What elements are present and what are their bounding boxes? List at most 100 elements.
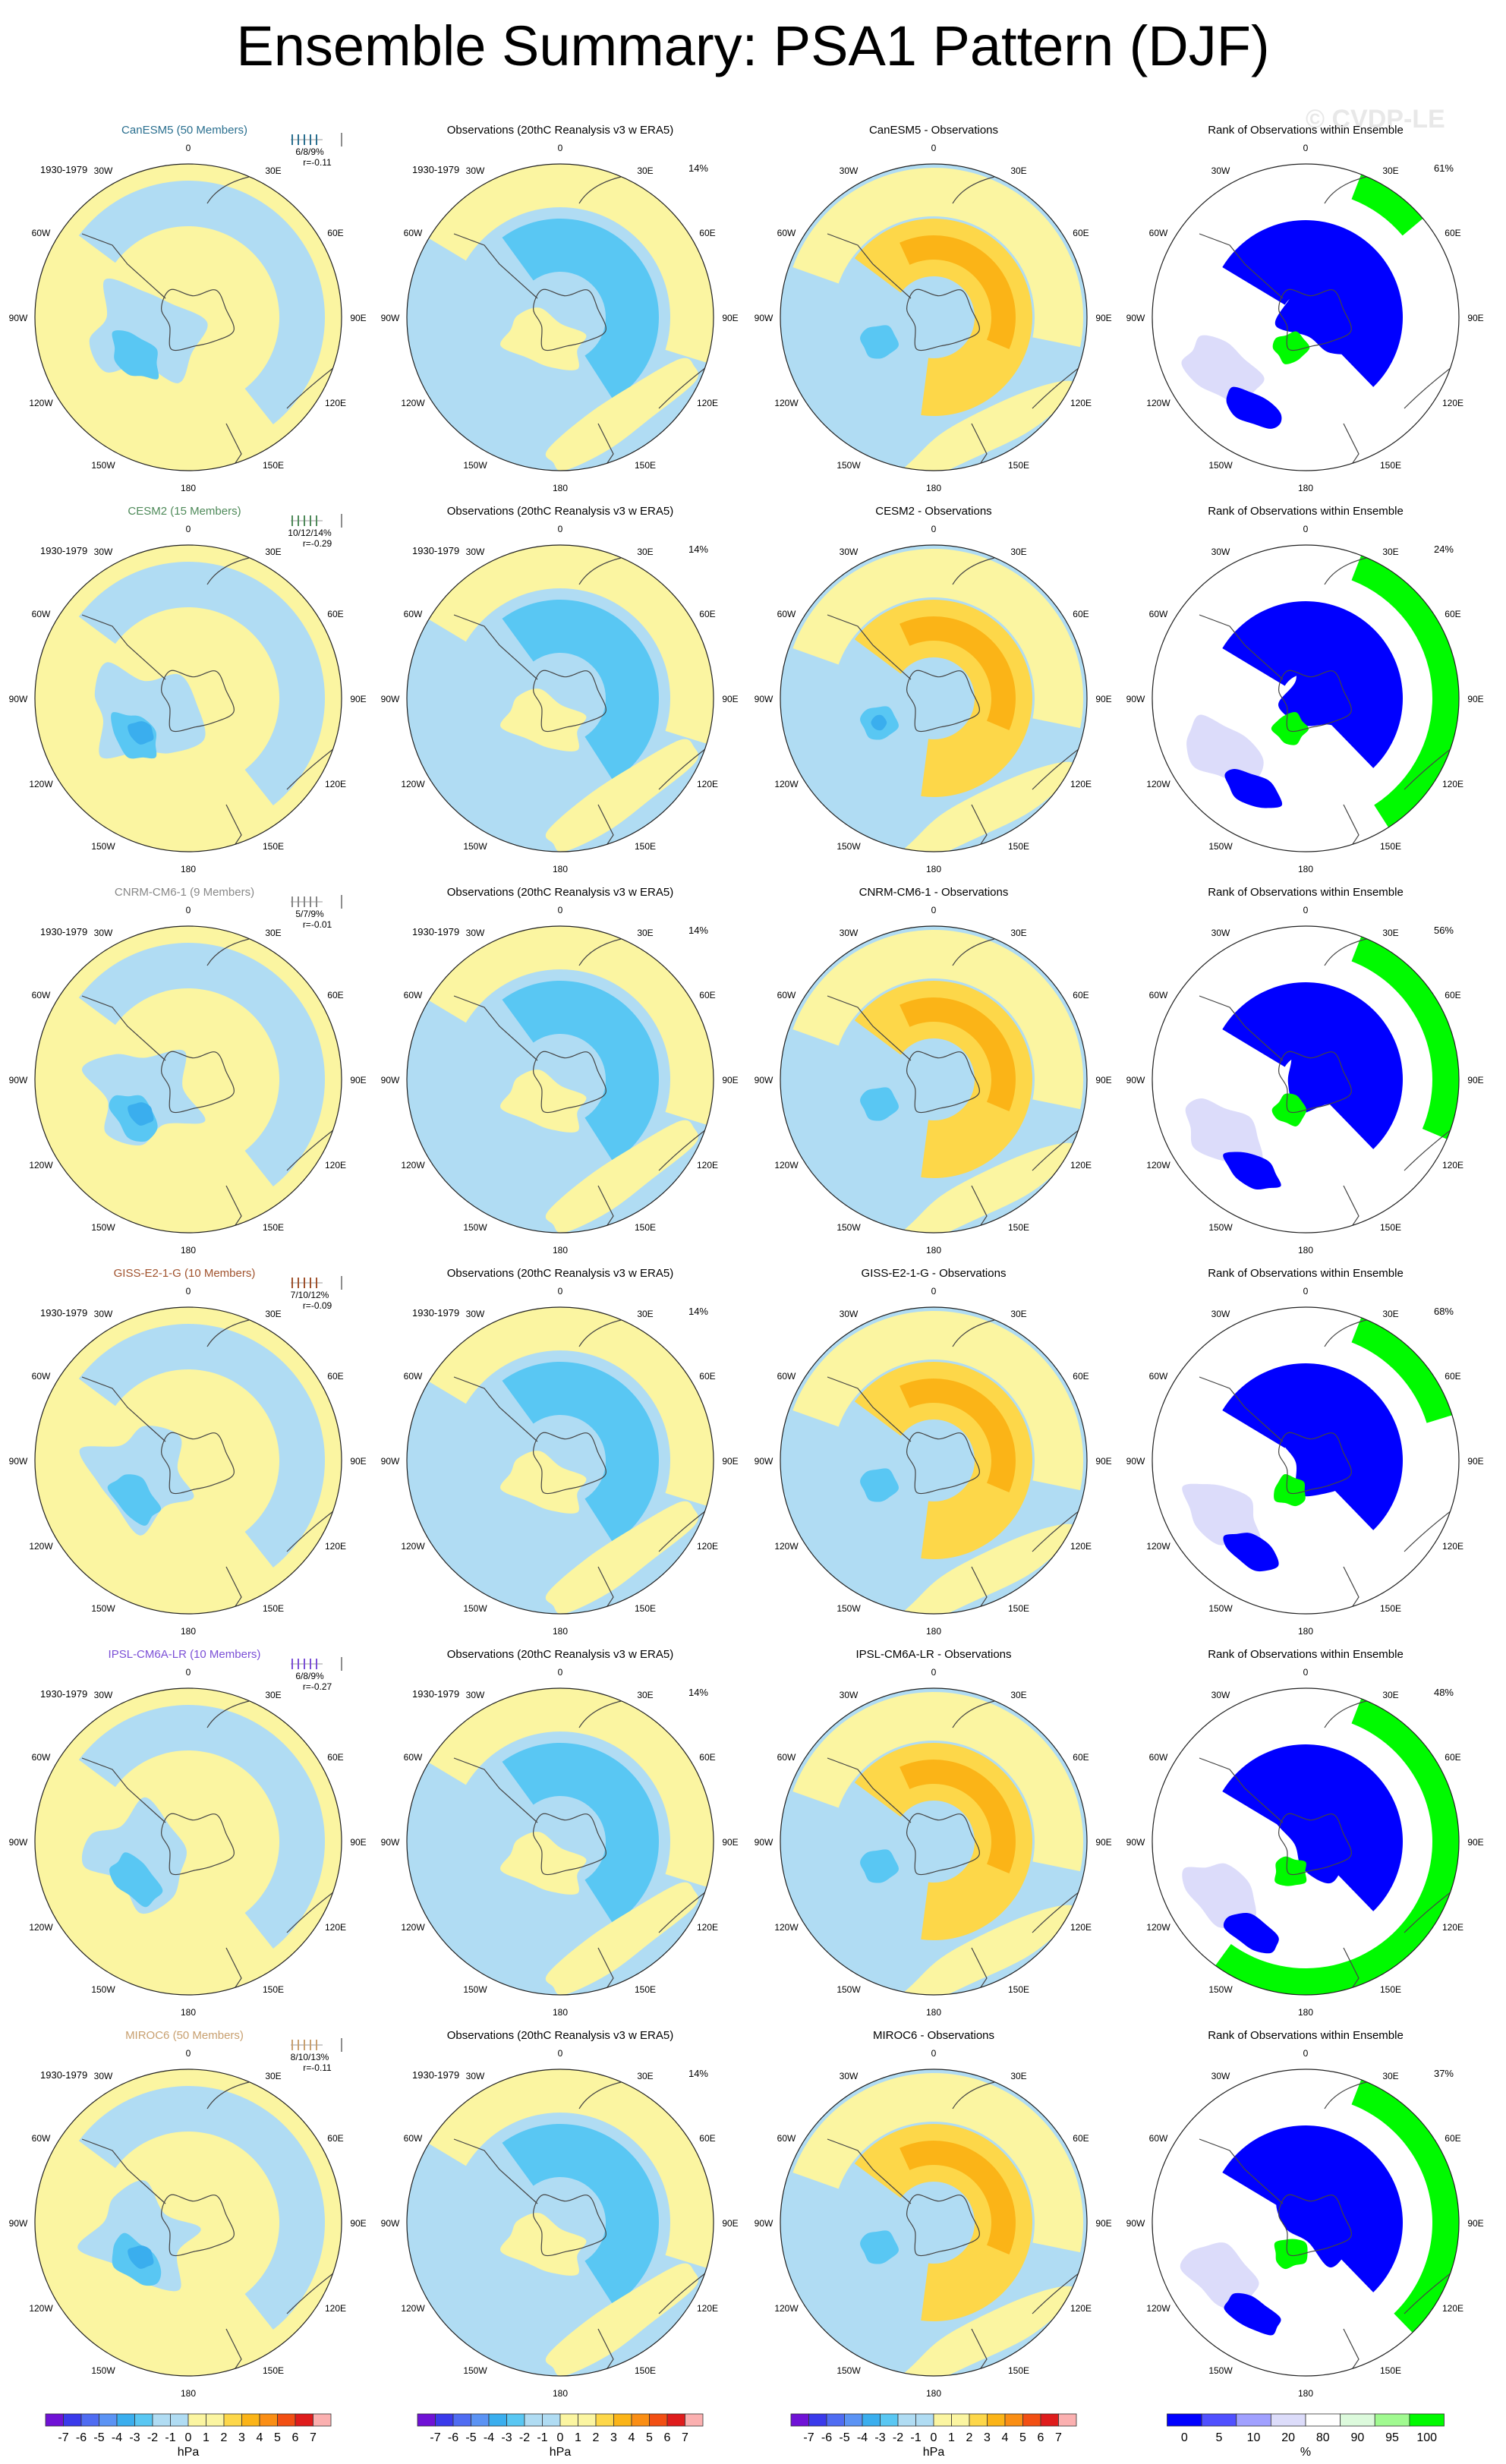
map-border (406, 163, 714, 471)
longitude-label: 90E (350, 694, 366, 704)
obs-title: Observations (20thC Reanalysis v3 w ERA5… (447, 1267, 673, 1280)
colorbar-swatch (488, 2413, 507, 2427)
longitude-label: 120E (697, 1541, 718, 1552)
rank-title: Rank of Observations within Ensemble (1208, 1267, 1404, 1280)
antarctica-coastline (906, 1813, 980, 1876)
pattern-correlation: r=-0.01 (303, 919, 332, 930)
longitude-label: 90E (1467, 1075, 1483, 1085)
south-america-coastline (1199, 233, 1284, 299)
colorbar-swatch (277, 2413, 296, 2427)
longitude-label: 180 (926, 2007, 941, 2018)
longitude-label: 90E (1095, 313, 1111, 323)
colorbar-tick-label: 4 (257, 2431, 263, 2444)
period-label: 1930-1979 (40, 926, 87, 937)
map-panel-obs: 0 30E 60E 90E 120E 150E 180 150W 120W 90W 60W 30W 19… (381, 1648, 739, 2018)
antarctica-coastline (160, 2194, 235, 2257)
new-zealand-coastline (225, 804, 242, 847)
antarctica-coastline (532, 2194, 606, 2257)
negative-anomaly-region (502, 600, 659, 782)
positive-anomaly-region (545, 1882, 698, 1995)
longitude-label: 120W (401, 1922, 425, 1933)
longitude-label: 120E (1442, 2303, 1463, 2314)
map-border (34, 544, 342, 852)
colorbar-swatch (1058, 2413, 1077, 2427)
longitude-label: 30W (466, 2071, 485, 2081)
longitude-label: 90W (1126, 1837, 1145, 1848)
longitude-label: 60W (404, 1371, 423, 1382)
rank-title: Rank of Observations within Ensemble (1208, 886, 1404, 899)
negative-anomaly-region (78, 180, 326, 424)
south-america-coastline (1199, 995, 1284, 1061)
longitude-label: 0 (931, 143, 937, 153)
positive-anomaly-region (889, 2286, 1076, 2376)
longitude-label: 90W (9, 1456, 28, 1467)
map-panel-diff: 0 30E 60E 90E 120E 150E 180 150W 120W 90W 60W 30W GI… (755, 1267, 1112, 1637)
colorbar-swatch (826, 2413, 845, 2427)
longitude-label: 30W (94, 547, 113, 557)
longitude-label: 30E (265, 547, 281, 557)
longitude-label: 90E (1467, 694, 1483, 704)
longitude-label: 120E (1070, 1922, 1092, 1933)
longitude-label: 30E (265, 1690, 281, 1700)
rank-low-region (1226, 386, 1282, 429)
colorbar-swatch (417, 2413, 436, 2427)
longitude-label: 180 (926, 864, 941, 874)
longitude-label: 60E (699, 990, 715, 1000)
negative-anomaly-core (112, 330, 159, 380)
longitude-label: 0 (931, 1667, 937, 1678)
longitude-label: 0 (1303, 1286, 1309, 1297)
positive-anomaly-region (792, 1311, 1083, 1491)
longitude-label: 120W (29, 1541, 53, 1552)
new-zealand-coastline (971, 1947, 988, 1990)
south-america-coastline (827, 995, 912, 1061)
longitude-label: 150W (463, 1603, 487, 1614)
colorbar-swatch (542, 2413, 561, 2427)
longitude-label: 120E (1070, 1541, 1092, 1552)
longitude-label: 150W (836, 1222, 861, 1233)
positive-anomaly-region (500, 1832, 587, 1895)
longitude-label: 60W (404, 1752, 423, 1763)
longitude-label: 120W (774, 1922, 799, 1933)
colorbar-tick-label: 3 (984, 2431, 991, 2444)
longitude-label: 90W (1126, 694, 1145, 704)
rank-title: Rank of Observations within Ensemble (1208, 505, 1404, 518)
obs-title: Observations (20thC Reanalysis v3 w ERA5… (447, 2029, 673, 2042)
longitude-label: 60W (1149, 1752, 1168, 1763)
hpa-colorbar: -7 -6 -5 -4 -3 -2 -1 0 1 2 3 4 5 6 7 hPa (45, 2413, 332, 2459)
negative-anomaly-core (871, 714, 887, 731)
map-border (780, 2069, 1088, 2377)
longitude-label: 30E (637, 928, 653, 938)
longitude-label: 30W (1211, 1690, 1230, 1700)
longitude-label: 90E (350, 1837, 366, 1848)
colorbar-tick-label: -7 (430, 2431, 440, 2444)
obs-title: Observations (20thC Reanalysis v3 w ERA5… (447, 505, 673, 518)
new-zealand-coastline (225, 1947, 242, 1990)
longitude-label: 150W (91, 1603, 115, 1614)
longitude-label: 0 (186, 524, 191, 534)
new-zealand-coastline (225, 2328, 242, 2371)
new-zealand-coastline (1343, 1947, 1359, 1990)
longitude-label: 30E (1010, 1690, 1026, 1700)
antarctica-coastline (532, 1051, 606, 1114)
period-label: 1930-1979 (40, 1688, 87, 1700)
map-panel-rank: 0 30E 60E 90E 120E 150E 180 150W 120W 90W 60W 30W Ra… (1126, 1648, 1484, 2018)
obs-variance-pct: 14% (688, 1306, 708, 1317)
longitude-label: 150E (635, 1603, 656, 1614)
south-america-coastline (81, 1757, 166, 1823)
negative-anomaly-region (77, 2180, 201, 2292)
new-zealand-coastline (971, 423, 988, 466)
positive-anomaly-region (889, 761, 1076, 852)
colorbar-swatch (915, 2413, 934, 2427)
longitude-label: 120W (29, 1922, 53, 1933)
longitude-label: 90E (722, 2218, 738, 2229)
colorbar-swatch (206, 2413, 225, 2427)
longitude-label: 30W (466, 1690, 485, 1700)
longitude-label: 0 (1303, 1667, 1309, 1678)
longitude-label: 60W (1149, 1371, 1168, 1382)
longitude-label: 60E (1073, 1371, 1089, 1382)
colorbar-tick-label: -7 (58, 2431, 68, 2444)
colorbar-tick-label: -6 (76, 2431, 87, 2444)
longitude-label: 150W (836, 1984, 861, 1995)
colorbar-swatch (1409, 2413, 1445, 2427)
colorbar-tick-label: 6 (292, 2431, 299, 2444)
